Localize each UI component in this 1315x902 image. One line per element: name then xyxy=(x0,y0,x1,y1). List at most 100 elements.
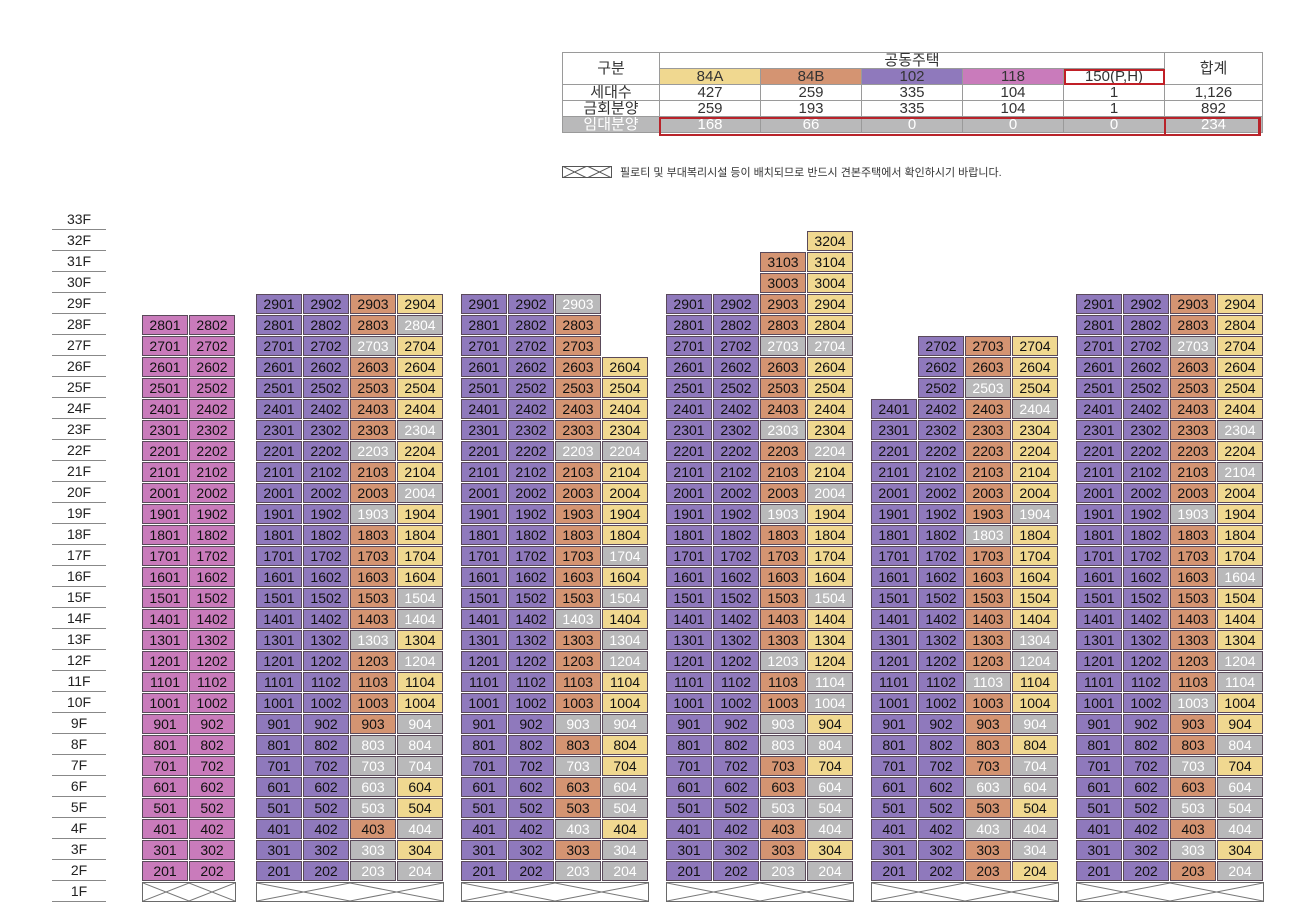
unit-cell: 1902 xyxy=(508,504,554,524)
unit-cell: 2702 xyxy=(713,336,759,356)
unit-cell: 603 xyxy=(760,777,806,797)
unit-cell: 1901 xyxy=(142,504,188,524)
pilotis-crossed-box-icon xyxy=(871,882,1059,902)
unit-cell: 2204 xyxy=(397,441,443,461)
unit-cell: 1802 xyxy=(713,525,759,545)
unit-cell: 804 xyxy=(602,735,648,755)
unit-cell: 1301 xyxy=(666,630,712,650)
unit-cell: 602 xyxy=(918,777,964,797)
unit-cell: 2601 xyxy=(461,357,507,377)
unit-cell: 1401 xyxy=(871,609,917,629)
unit-cell: 1103 xyxy=(350,672,396,692)
unit-cell: 1701 xyxy=(461,546,507,566)
unit-cell: 2602 xyxy=(508,357,554,377)
unit-cell: 2402 xyxy=(918,399,964,419)
unit-cell: 2801 xyxy=(1076,315,1122,335)
unit-cell: 2802 xyxy=(1123,315,1169,335)
unit-cell: 1901 xyxy=(1076,504,1122,524)
unit-cell: 2903 xyxy=(555,294,601,314)
pilotis-crossed-box-icon xyxy=(562,166,612,178)
floor-label: 13F xyxy=(52,629,106,650)
unit-cell: 1203 xyxy=(350,651,396,671)
unit-cell: 902 xyxy=(508,714,554,734)
unit-cell: 2001 xyxy=(871,483,917,503)
unit-cell: 1301 xyxy=(461,630,507,650)
unit-cell: 1201 xyxy=(461,651,507,671)
unit-cell: 202 xyxy=(1123,861,1169,881)
unit-cell: 1303 xyxy=(555,630,601,650)
unit-cell: 2002 xyxy=(303,483,349,503)
unit-cell: 602 xyxy=(303,777,349,797)
unit-cell: 303 xyxy=(965,840,1011,860)
unit-cell: 1001 xyxy=(461,693,507,713)
unit-cell: 2704 xyxy=(1012,336,1058,356)
unit-cell: 2303 xyxy=(1170,420,1216,440)
unit-cell: 1303 xyxy=(965,630,1011,650)
unit-cell: 2501 xyxy=(1076,378,1122,398)
unit-cell: 1801 xyxy=(461,525,507,545)
unit-cell: 702 xyxy=(713,756,759,776)
unit-cell: 704 xyxy=(807,756,853,776)
floor-label: 14F xyxy=(52,608,106,629)
unit-cell: 801 xyxy=(256,735,302,755)
unit-cell: 1302 xyxy=(918,630,964,650)
unit-cell: 601 xyxy=(1076,777,1122,797)
unit-cell: 1403 xyxy=(760,609,806,629)
unit-cell: 302 xyxy=(713,840,759,860)
unit-cell: 1202 xyxy=(303,651,349,671)
unit-cell: 2504 xyxy=(807,378,853,398)
unit-cell: 2301 xyxy=(461,420,507,440)
unit-cell: 1702 xyxy=(918,546,964,566)
unit-cell: 904 xyxy=(807,714,853,734)
unit-cell: 903 xyxy=(555,714,601,734)
unit-cell: 504 xyxy=(1012,798,1058,818)
unit-cell: 2303 xyxy=(965,420,1011,440)
floor-label: 20F xyxy=(52,482,106,503)
unit-cell: 2104 xyxy=(1012,462,1058,482)
unit-cell: 1303 xyxy=(350,630,396,650)
unit-cell: 501 xyxy=(666,798,712,818)
unit-cell: 602 xyxy=(508,777,554,797)
row-current-sale: 금회분양 259 193 335 104 1 892 xyxy=(562,100,1263,117)
unit-cell: 603 xyxy=(555,777,601,797)
unit-cell: 2801 xyxy=(666,315,712,335)
unit-cell: 801 xyxy=(461,735,507,755)
unit-cell: 1502 xyxy=(508,588,554,608)
unit-cell: 1203 xyxy=(760,651,806,671)
unit-cell: 3103 xyxy=(760,252,806,272)
unit-cell: 904 xyxy=(1217,714,1263,734)
unit-cell: 1803 xyxy=(350,525,396,545)
unit-cell: 2503 xyxy=(965,378,1011,398)
unit-cell: 2101 xyxy=(142,462,188,482)
unit-cell: 701 xyxy=(256,756,302,776)
unit-cell: 1802 xyxy=(508,525,554,545)
unit-cell: 1104 xyxy=(1217,672,1263,692)
unit-cell: 1201 xyxy=(142,651,188,671)
unit-cell: 3004 xyxy=(807,273,853,293)
unit-cell: 1903 xyxy=(1170,504,1216,524)
unit-cell: 1204 xyxy=(1217,651,1263,671)
header-gubun: 구분 xyxy=(562,52,660,85)
unit-cell: 2802 xyxy=(713,315,759,335)
unit-cell: 1602 xyxy=(713,567,759,587)
unit-cell: 2104 xyxy=(397,462,443,482)
unit-cell: 1602 xyxy=(1123,567,1169,587)
unit-cell: 802 xyxy=(918,735,964,755)
unit-cell: 2901 xyxy=(461,294,507,314)
unit-cell: 204 xyxy=(1012,861,1058,881)
unit-cell: 501 xyxy=(871,798,917,818)
unit-cell: 1101 xyxy=(871,672,917,692)
unit-cell: 503 xyxy=(350,798,396,818)
unit-cell: 1604 xyxy=(807,567,853,587)
unit-cell: 2401 xyxy=(461,399,507,419)
unit-cell: 402 xyxy=(918,819,964,839)
unit-cell: 2002 xyxy=(508,483,554,503)
unit-cell: 502 xyxy=(1123,798,1169,818)
unit-cell: 502 xyxy=(508,798,554,818)
unit-cell: 704 xyxy=(1012,756,1058,776)
row-value: 1,126 xyxy=(1164,84,1263,101)
floor-label: 12F xyxy=(52,650,106,671)
unit-cell: 2603 xyxy=(965,357,1011,377)
unit-cell: 903 xyxy=(760,714,806,734)
unit-cell: 2502 xyxy=(508,378,554,398)
